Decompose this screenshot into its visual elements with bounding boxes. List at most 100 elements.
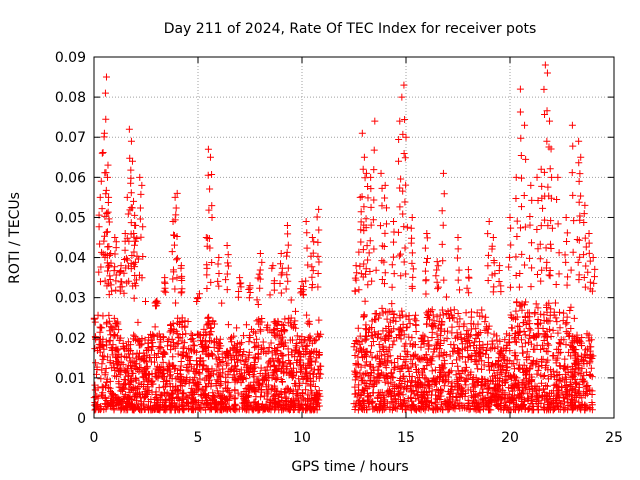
scatter-point <box>545 341 553 349</box>
scatter-point <box>560 403 568 411</box>
scatter-point <box>287 296 295 304</box>
scatter-point <box>256 326 264 334</box>
scatter-point <box>554 329 562 337</box>
scatter-point <box>306 405 314 413</box>
scatter-point <box>210 337 218 345</box>
scatter-point <box>360 153 368 161</box>
scatter-point <box>473 403 481 411</box>
scatter-point <box>277 375 285 383</box>
scatter-point <box>566 380 574 388</box>
scatter-point <box>390 365 398 373</box>
scatter-point <box>518 174 526 182</box>
scatter-point <box>274 374 282 382</box>
scatter-point <box>437 400 445 408</box>
scatter-point <box>363 326 371 334</box>
scatter-point <box>297 368 305 376</box>
scatter-point <box>541 216 549 224</box>
y-tick-label: 0.08 <box>55 90 86 106</box>
scatter-point <box>154 299 162 307</box>
scatter-point <box>365 249 373 257</box>
scatter-point <box>516 108 524 116</box>
scatter-point <box>370 374 378 382</box>
scatter-point <box>221 384 229 392</box>
scatter-point <box>357 226 365 234</box>
scatter-point <box>550 351 558 359</box>
scatter-point <box>203 271 211 279</box>
scatter-point <box>245 368 253 375</box>
scatter-point <box>108 325 116 333</box>
scatter-points <box>90 61 599 414</box>
scatter-point <box>234 351 242 359</box>
scatter-point <box>415 373 423 381</box>
scatter-point <box>179 331 187 339</box>
scatter-point <box>423 362 431 370</box>
scatter-point <box>173 254 181 262</box>
scatter-point <box>435 345 443 353</box>
scatter-point <box>585 331 593 339</box>
scatter-point <box>544 183 552 191</box>
scatter-point <box>254 350 262 358</box>
scatter-point <box>404 364 412 372</box>
scatter-point <box>188 335 196 343</box>
scatter-point <box>172 327 180 335</box>
scatter-point <box>145 346 153 354</box>
scatter-point <box>587 364 595 372</box>
scatter-point <box>400 81 408 89</box>
scatter-point <box>463 336 471 344</box>
scatter-point <box>546 165 554 173</box>
scatter-point <box>298 366 306 374</box>
scatter-point <box>140 367 148 375</box>
x-tick-label: 20 <box>501 430 519 446</box>
scatter-point <box>472 398 480 406</box>
scatter-point <box>421 382 429 390</box>
scatter-point <box>114 361 122 369</box>
scatter-point <box>370 366 378 374</box>
scatter-point <box>116 287 124 295</box>
scatter-point <box>272 366 280 374</box>
scatter-point <box>96 240 104 248</box>
scatter-point <box>270 371 278 379</box>
scatter-point <box>138 274 146 282</box>
scatter-point <box>303 311 311 319</box>
scatter-point <box>442 310 450 318</box>
scatter-point <box>500 355 508 363</box>
scatter-point <box>478 375 486 383</box>
scatter-point <box>125 350 133 358</box>
scatter-point <box>106 336 114 344</box>
scatter-point <box>223 286 231 294</box>
scatter-point <box>490 259 498 267</box>
scatter-point <box>218 350 226 358</box>
scatter-point <box>363 242 371 250</box>
scatter-point <box>117 404 125 412</box>
scatter-point <box>92 335 100 343</box>
scatter-point <box>498 378 506 386</box>
scatter-point <box>451 405 459 413</box>
scatter-point <box>556 324 564 332</box>
scatter-point <box>98 149 106 157</box>
scatter-point <box>409 401 417 409</box>
scatter-point <box>219 358 227 366</box>
scatter-point <box>353 269 361 277</box>
scatter-point <box>533 319 541 327</box>
scatter-point <box>277 350 285 358</box>
scatter-point <box>169 353 177 361</box>
scatter-point <box>462 375 470 383</box>
scatter-point <box>230 395 238 403</box>
scatter-point <box>540 168 548 176</box>
scatter-point <box>218 299 226 307</box>
scatter-point <box>372 309 380 317</box>
scatter-point <box>105 337 113 345</box>
scatter-point <box>314 252 322 260</box>
scatter-point <box>219 398 227 406</box>
scatter-point <box>436 405 444 413</box>
scatter-point <box>463 363 471 371</box>
scatter-point <box>578 364 586 372</box>
scatter-point <box>567 352 575 360</box>
scatter-point <box>195 404 203 412</box>
scatter-point <box>577 153 585 161</box>
scatter-point <box>513 356 521 364</box>
scatter-point <box>167 346 175 354</box>
scatter-point <box>205 234 213 242</box>
scatter-point <box>215 282 223 290</box>
scatter-point <box>281 326 289 334</box>
